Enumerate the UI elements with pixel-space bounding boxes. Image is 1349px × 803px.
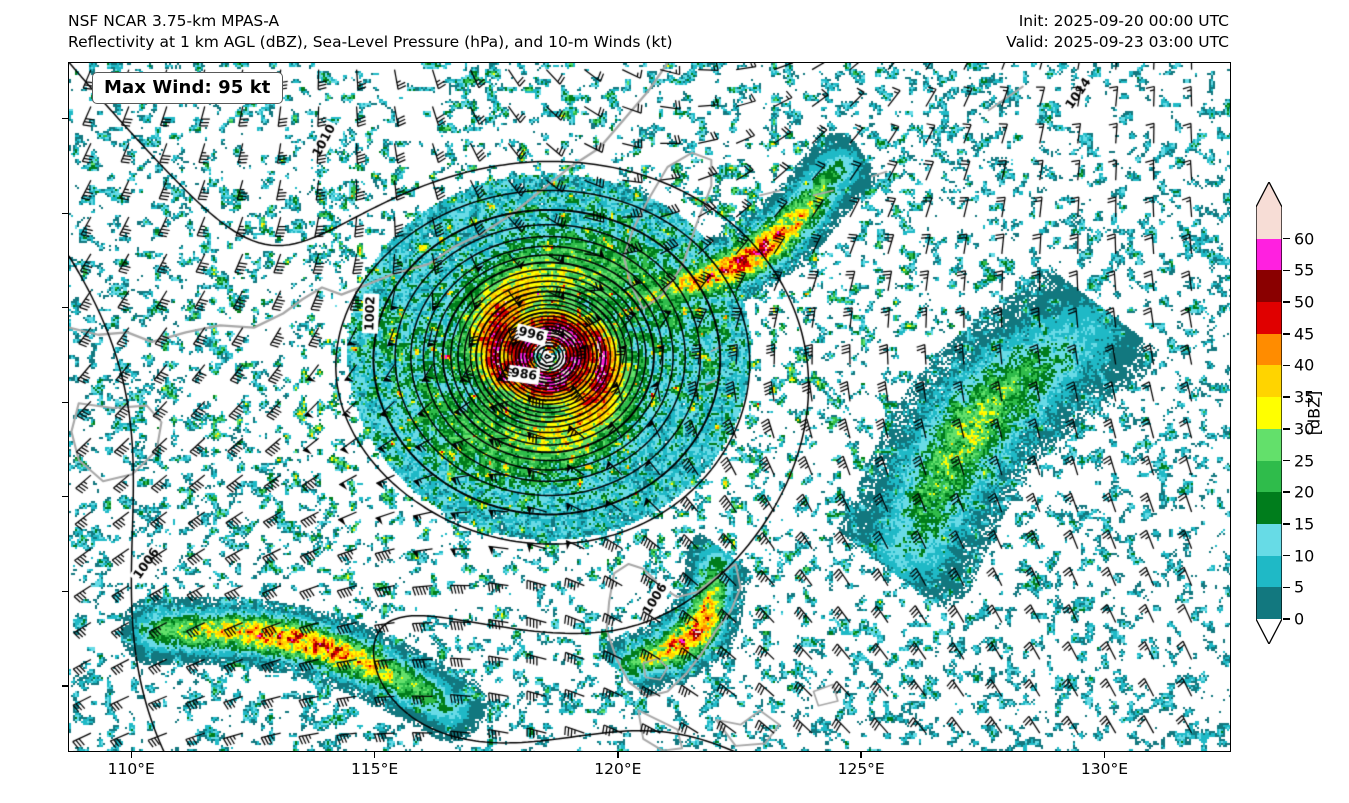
colorbar-over-arrow [1256, 182, 1282, 207]
colorbar-band-6 [1256, 396, 1282, 429]
colorbar-band-2 [1256, 523, 1282, 556]
y-tickmark [62, 401, 68, 403]
colorbar-band-8 [1256, 333, 1282, 366]
header-left-block: NSF NCAR 3.75-km MPAS-A Reflectivity at … [68, 11, 673, 53]
colorbar-tick-label-55: 55 [1294, 260, 1315, 280]
colorbar-band-3 [1256, 491, 1282, 524]
x-tick-label-130: 130°E [1080, 760, 1129, 778]
x-tick-label-120: 120°E [594, 760, 642, 778]
map-canvas [69, 63, 1230, 751]
colorbar-under-arrow [1256, 619, 1282, 644]
init-time-label: Init: 2025-09-20 00:00 UTC [1018, 12, 1229, 30]
colorbar-tickmark [1283, 301, 1290, 303]
colorbar-band-12 [1256, 206, 1282, 239]
colorbar-band-9 [1256, 301, 1282, 334]
colorbar-tick-label-50: 50 [1294, 292, 1315, 312]
colorbar-outline [1256, 182, 1282, 644]
y-tickmark [62, 496, 68, 498]
colorbar-tickmark [1283, 333, 1290, 335]
colorbar-tickmark [1283, 523, 1290, 525]
x-tickmark [617, 752, 619, 758]
x-tick-label-115: 115°E [350, 760, 399, 778]
colorbar-tick-label-5: 5 [1294, 577, 1305, 597]
y-tickmark [62, 118, 68, 120]
x-tick-label-125: 125°E [837, 760, 885, 778]
valid-time-label: Valid: 2025-09-23 03:00 UTC [1006, 33, 1229, 51]
x-tickmark [373, 752, 376, 758]
colorbar-tickmark [1283, 491, 1290, 493]
x-tickmark [860, 752, 862, 758]
model-title: NSF NCAR 3.75-km MPAS-A [68, 12, 280, 30]
map-panel[interactable] [68, 62, 1231, 752]
colorbar-tickmark [1283, 269, 1290, 272]
x-tickmark [1103, 752, 1106, 758]
colorbar-band-10 [1256, 269, 1282, 303]
y-tickmark [62, 590, 68, 592]
figure-header: NSF NCAR 3.75-km MPAS-A Reflectivity at … [0, 0, 1349, 58]
colorbar-band-0 [1256, 586, 1282, 619]
colorbar-bands [1256, 206, 1282, 619]
x-tickmark [130, 752, 132, 758]
y-tickmark [62, 307, 68, 309]
colorbar-tickmark [1283, 428, 1290, 430]
x-tick-label-110: 110°E [107, 760, 155, 778]
colorbar[interactable] [1256, 182, 1282, 644]
colorbar-tickmark [1283, 396, 1290, 398]
colorbar-tickmark [1283, 586, 1290, 589]
colorbar-tick-label-25: 25 [1294, 451, 1315, 471]
colorbar-band-11 [1256, 238, 1282, 271]
colorbar-tick-label-30: 30 [1294, 419, 1315, 439]
colorbar-tick-label-60: 60 [1294, 229, 1315, 249]
colorbar-tickmark [1283, 459, 1290, 462]
colorbar-title: [dBZ] [1304, 390, 1324, 436]
colorbar-tick-label-40: 40 [1294, 355, 1315, 375]
colorbar-tick-label-45: 45 [1294, 324, 1315, 344]
colorbar-tickmark [1283, 554, 1290, 557]
colorbar-tick-label-10: 10 [1294, 546, 1315, 566]
colorbar-tick-label-20: 20 [1294, 482, 1315, 502]
colorbar-band-1 [1256, 555, 1282, 588]
colorbar-band-7 [1256, 364, 1282, 398]
colorbar-border [1256, 182, 1282, 644]
colorbar-tick-label-0: 0 [1294, 609, 1305, 629]
colorbar-tickmark [1283, 237, 1290, 240]
y-tickmark [62, 212, 68, 214]
colorbar-tick-label-35: 35 [1294, 387, 1315, 407]
colorbar-band-4 [1256, 459, 1282, 493]
max-wind-annotation: Max Wind: 95 kt [92, 72, 283, 104]
field-description: Reflectivity at 1 km AGL (dBZ), Sea-Leve… [68, 33, 673, 51]
y-tickmark [62, 685, 68, 687]
header-right-block: Init: 2025-09-20 00:00 UTC Valid: 2025-0… [1006, 11, 1229, 53]
colorbar-tickmark [1283, 364, 1290, 367]
colorbar-band-5 [1256, 428, 1282, 461]
colorbar-tickmark [1283, 618, 1290, 620]
colorbar-tick-label-15: 15 [1294, 514, 1315, 534]
